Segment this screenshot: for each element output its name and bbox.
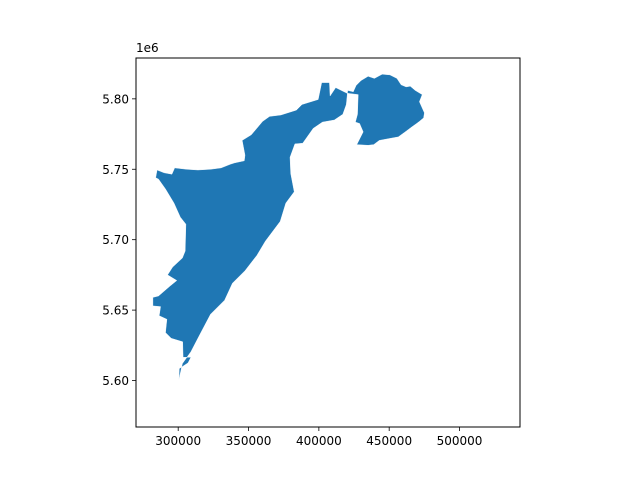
- y-tick-label: 5.60: [102, 374, 129, 388]
- x-tick-label: 500000: [437, 434, 483, 448]
- y-tick-label: 5.80: [102, 92, 129, 106]
- y-tick-label: 5.70: [102, 233, 129, 247]
- x-tick-label: 450000: [366, 434, 412, 448]
- y-tick-label: 5.75: [102, 163, 129, 177]
- y-axis: 5.60 5.65 5.70 5.75 5.80: [102, 92, 136, 388]
- map-layer: [152, 73, 425, 380]
- x-tick-label: 400000: [296, 434, 342, 448]
- y-offset-label: 1e6: [136, 41, 159, 55]
- x-axis: 300000 350000 400000 450000 500000: [155, 427, 482, 448]
- region-polygon: [152, 73, 425, 380]
- y-tick-label: 5.65: [102, 304, 129, 318]
- x-tick-label: 350000: [226, 434, 272, 448]
- axes-frame: [135, 57, 521, 428]
- x-tick-label: 300000: [155, 434, 201, 448]
